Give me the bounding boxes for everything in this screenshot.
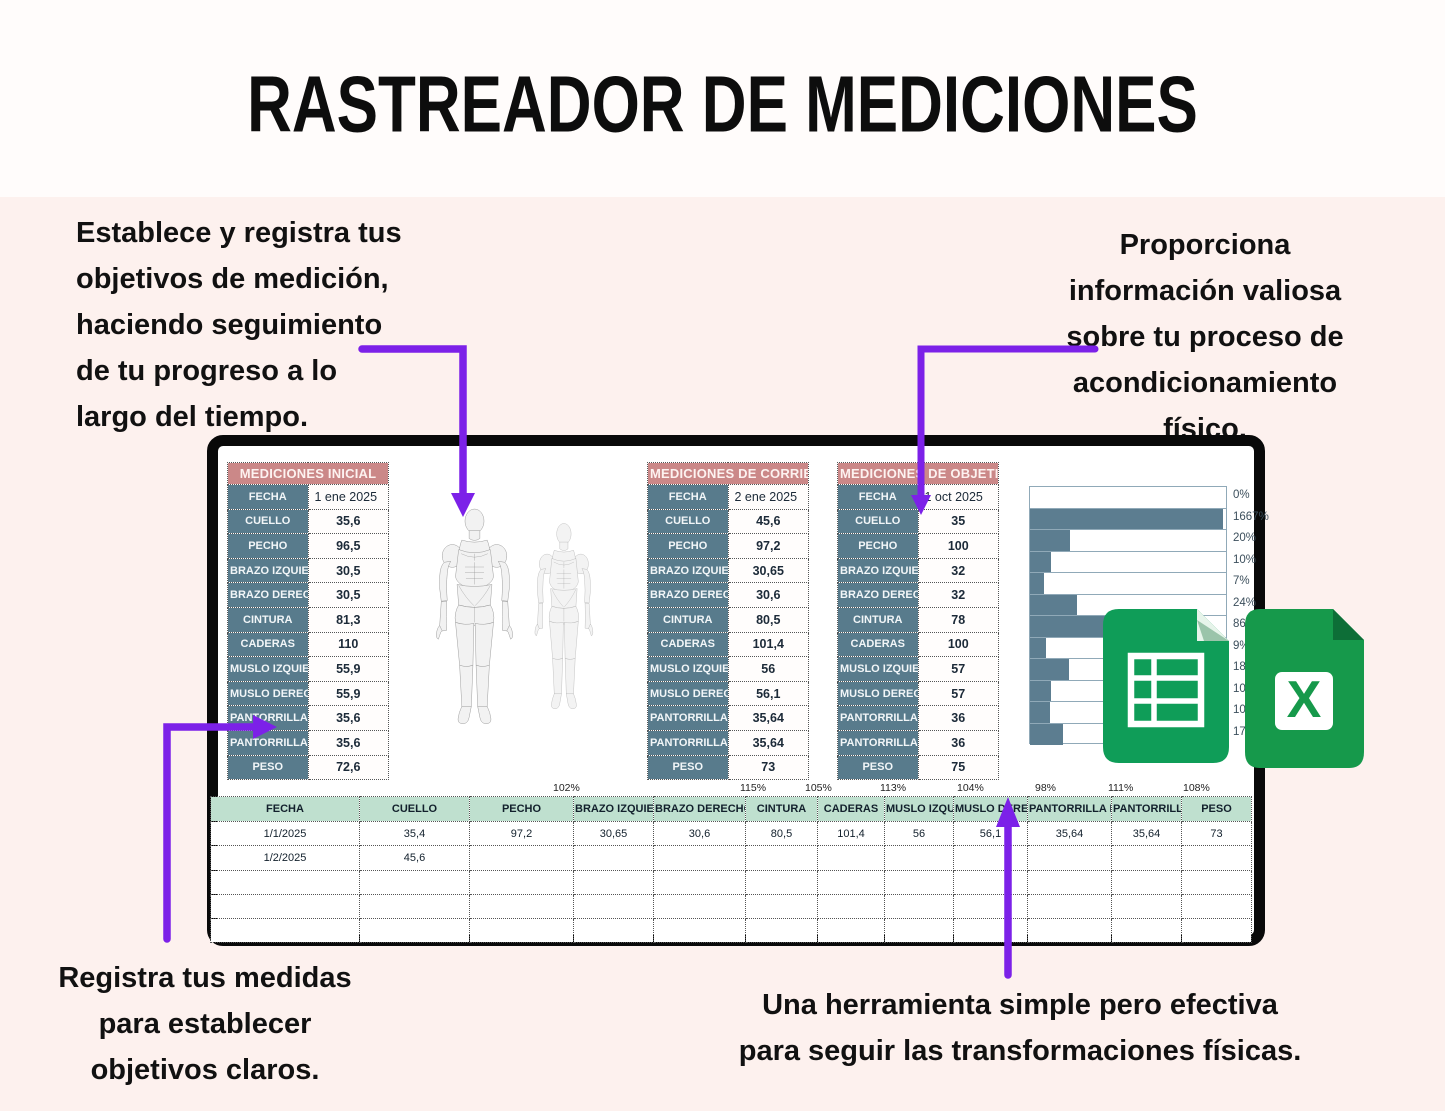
svg-text:X: X	[1287, 671, 1322, 729]
